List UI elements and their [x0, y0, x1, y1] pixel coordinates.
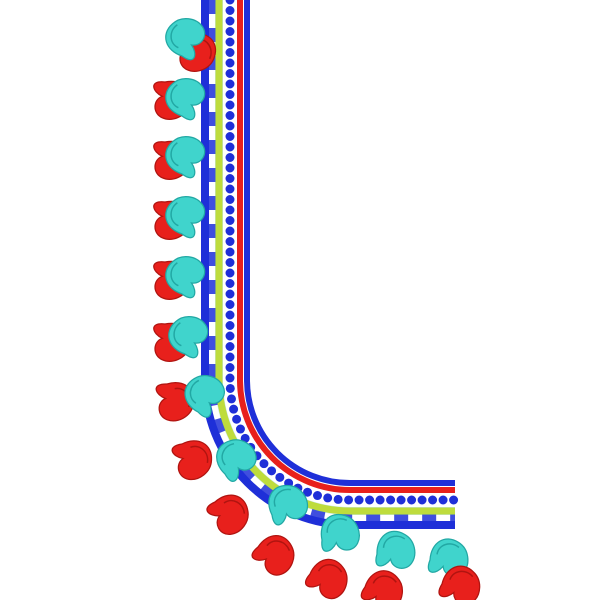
paisley-motif-red [302, 553, 353, 600]
paisley-motif-cyan [370, 527, 419, 574]
paisley-motif-red [247, 527, 302, 581]
yellow-line [215, 0, 455, 515]
paisley-motif-red [164, 430, 221, 487]
red-line [237, 0, 455, 493]
blue-dots [225, 0, 460, 505]
inner-blue-line [244, 0, 455, 486]
paisley-motif-red [358, 566, 407, 600]
paisley-motif-red [200, 484, 258, 542]
yellow-outline [215, 0, 455, 515]
